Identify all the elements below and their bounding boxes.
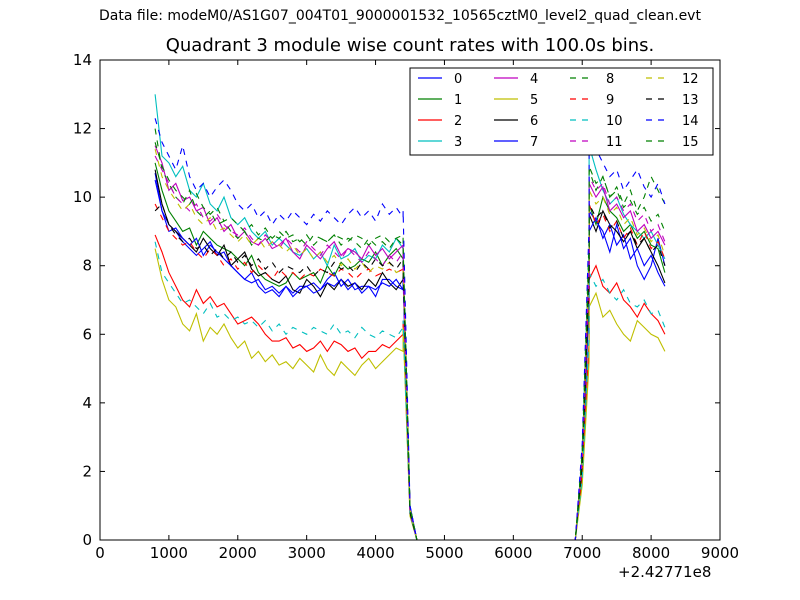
series-line-12 <box>154 148 666 541</box>
x-tick-8000: 8000 <box>632 60 670 562</box>
x-tick-label: 4000 <box>356 544 394 562</box>
legend-entry-2: 2 <box>418 114 462 129</box>
legend-label: 4 <box>530 72 538 87</box>
y-tick-2: 2 <box>82 462 720 480</box>
legend-label: 11 <box>606 135 623 150</box>
x-tick-label: 5000 <box>425 544 463 562</box>
legend-label: 13 <box>682 93 699 108</box>
series-line-7 <box>154 179 666 541</box>
series-line-2 <box>154 234 666 541</box>
y-tick-label: 12 <box>73 120 92 138</box>
legend-entry-12: 12 <box>646 72 699 87</box>
y-tick-label: 0 <box>82 531 92 549</box>
legend-label: 8 <box>606 72 614 87</box>
x-tick-1000: 1000 <box>150 60 188 562</box>
legend-entry-9: 9 <box>570 93 614 108</box>
x-tick-label: 1000 <box>150 544 188 562</box>
series-line-10 <box>154 241 666 541</box>
axes-frame <box>99 59 721 541</box>
y-tick-label: 2 <box>82 462 92 480</box>
x-tick-0: 0 <box>95 60 105 562</box>
legend-entry-14: 14 <box>646 114 699 129</box>
x-tick-label: 6000 <box>494 544 532 562</box>
x-tick-6000: 6000 <box>494 60 532 562</box>
x-tick-label: 7000 <box>563 544 601 562</box>
x-tick-label: 8000 <box>632 544 670 562</box>
series-line-15 <box>154 142 666 541</box>
chart-title: Quadrant 3 module wise count rates with … <box>165 35 655 56</box>
x-tick-label: 9000 <box>701 544 739 562</box>
series-line-1 <box>154 162 666 541</box>
series-layer <box>154 94 666 541</box>
y-tick-6: 6 <box>82 325 720 343</box>
x-tick-9000: 9000 <box>701 60 739 562</box>
legend-entry-1: 1 <box>418 93 462 108</box>
series-line-8 <box>154 128 666 541</box>
legend-label: 15 <box>682 135 699 150</box>
y-tick-label: 8 <box>82 257 92 275</box>
legend-label: 14 <box>682 114 699 129</box>
legend-label: 10 <box>606 114 623 129</box>
x-tick-label: 2000 <box>219 544 257 562</box>
legend-entry-7: 7 <box>494 135 538 150</box>
x-tick-label: 0 <box>95 544 105 562</box>
legend-label: 0 <box>454 72 462 87</box>
y-tick-14: 14 <box>73 51 720 69</box>
legend-label: 7 <box>530 135 538 150</box>
legend-entry-4: 4 <box>494 72 538 87</box>
legend-entry-3: 3 <box>418 135 462 150</box>
series-line-3 <box>154 94 666 541</box>
y-tick-4: 4 <box>82 394 720 412</box>
figure-suptitle: Data file: modeM0/AS1G07_004T01_90000015… <box>99 8 701 24</box>
x-tick-4000: 4000 <box>356 60 395 562</box>
y-tick-12: 12 <box>73 120 720 138</box>
legend-entry-8: 8 <box>570 72 614 87</box>
y-tick-label: 10 <box>73 188 92 206</box>
legend-label: 1 <box>454 93 462 108</box>
y-tick-label: 14 <box>73 51 92 69</box>
ticks-layer: 0 1000 2000 3000 4000 5000 6000 7000 8000 9000 0 2 4… <box>73 51 739 562</box>
y-tick-label: 6 <box>82 325 92 343</box>
legend-entry-10: 10 <box>570 114 623 129</box>
x-tick-7000: 7000 <box>563 60 601 562</box>
x-tick-3000: 3000 <box>288 60 326 562</box>
x-axis-offset-label: +2.42771e8 <box>618 563 712 581</box>
y-tick-10: 10 <box>73 188 720 206</box>
legend-entry-0: 0 <box>418 72 462 87</box>
legend-entry-5: 5 <box>494 93 538 108</box>
series-line-13 <box>154 202 666 541</box>
legend-entry-11: 11 <box>570 135 623 150</box>
series-line-4 <box>154 145 666 541</box>
x-tick-label: 3000 <box>288 544 326 562</box>
legend-entry-6: 6 <box>494 114 538 129</box>
legend-label: 6 <box>530 114 538 129</box>
legend-label: 3 <box>454 135 462 150</box>
legend-label: 2 <box>454 114 462 129</box>
legend-label: 5 <box>530 93 538 108</box>
y-tick-8: 8 <box>82 257 720 275</box>
x-tick-2000: 2000 <box>219 60 257 562</box>
series-line-5 <box>154 248 666 541</box>
y-tick-label: 4 <box>82 394 92 412</box>
legend-label: 12 <box>682 72 699 87</box>
x-tick-5000: 5000 <box>425 60 464 562</box>
legend-entry-13: 13 <box>646 93 699 108</box>
legend-label: 9 <box>606 93 614 108</box>
legend-entry-15: 15 <box>646 135 699 150</box>
y-tick-0: 0 <box>82 531 720 549</box>
